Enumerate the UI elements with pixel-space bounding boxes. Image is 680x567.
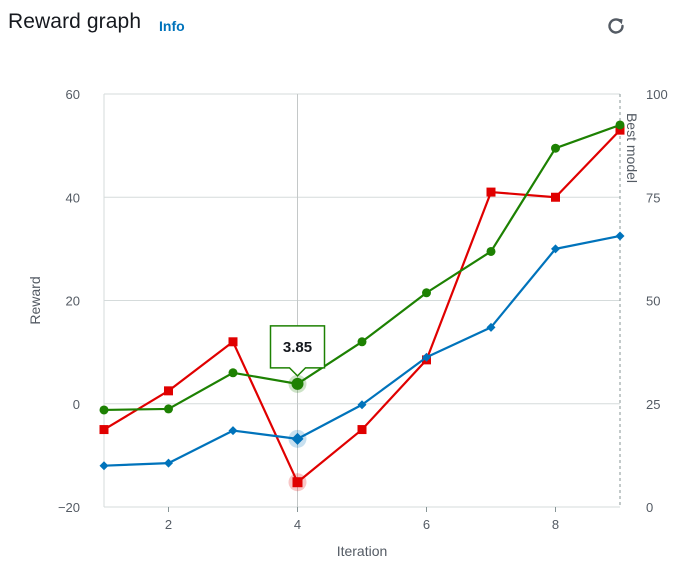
info-link[interactable]: Info xyxy=(159,18,185,34)
data-point-circle xyxy=(164,404,173,414)
data-point-circle xyxy=(422,288,431,298)
data-point-diamond xyxy=(228,426,238,436)
data-point-circle xyxy=(228,368,238,378)
y2-tick-label: 50 xyxy=(646,294,660,309)
data-point-circle xyxy=(99,405,109,415)
y-tick-label: −20 xyxy=(58,500,80,515)
data-point-diamond xyxy=(486,322,496,332)
tooltip-box xyxy=(269,325,326,377)
y-tick-label: 20 xyxy=(66,294,80,309)
y2-axis-title: Best model xyxy=(624,113,640,183)
data-point-diamond xyxy=(615,231,625,241)
y2-tick-label: 0 xyxy=(646,500,653,515)
y-axis-title: Reward xyxy=(27,276,43,324)
data-point-square xyxy=(551,192,560,202)
x-tick-label: 6 xyxy=(423,517,430,532)
data-point-diamond xyxy=(551,244,560,254)
data-point-square xyxy=(292,477,303,488)
data-point-square xyxy=(357,425,367,435)
panel-title: Reward graph xyxy=(8,10,142,33)
data-point-circle xyxy=(291,377,304,390)
panel-header: Reward graph Info xyxy=(0,0,680,60)
data-point-circle xyxy=(551,143,560,153)
data-point-square xyxy=(486,187,496,197)
data-point-diamond xyxy=(291,432,304,445)
refresh-icon xyxy=(608,18,624,34)
y-tick-label: 40 xyxy=(66,190,80,205)
x-tick-label: 4 xyxy=(294,517,301,532)
x-tick-label: 2 xyxy=(165,517,172,532)
refresh-button[interactable] xyxy=(602,12,630,40)
x-tick-label: 8 xyxy=(552,517,559,532)
data-point-diamond xyxy=(357,400,367,410)
y2-tick-label: 25 xyxy=(646,397,660,412)
data-point-circle xyxy=(357,337,367,347)
data-point-square xyxy=(615,125,625,135)
y-tick-label: 0 xyxy=(73,397,80,412)
data-point-square xyxy=(228,337,238,347)
series-line xyxy=(103,123,621,412)
y2-tick-label: 100 xyxy=(646,87,668,102)
data-point-square xyxy=(99,425,109,435)
data-point-square xyxy=(164,386,173,396)
data-point-circle xyxy=(615,120,625,130)
x-axis-title: Iteration xyxy=(337,543,388,559)
y-tick-label: 60 xyxy=(66,87,80,102)
tooltip-value: 3.85 xyxy=(283,339,312,356)
data-point-circle xyxy=(486,246,496,256)
data-point-diamond xyxy=(422,352,431,362)
data-point-diamond xyxy=(164,458,173,468)
y2-tick-label: 75 xyxy=(646,190,660,205)
data-point-diamond xyxy=(99,461,109,471)
